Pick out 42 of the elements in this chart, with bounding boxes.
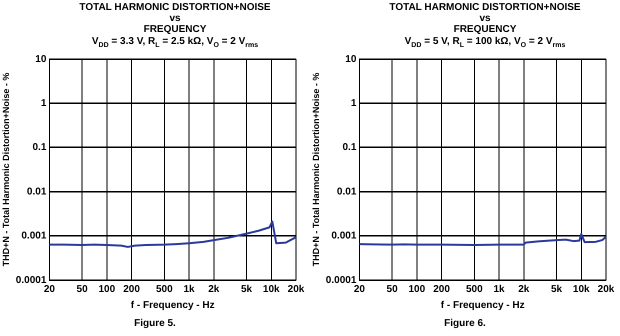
x-tick-label: 50 <box>76 284 88 295</box>
x-tick-label: 10k <box>572 284 590 295</box>
x-tick-label: 10k <box>262 284 280 295</box>
x-axis-title: f - Frequency - Hz <box>130 300 215 311</box>
y-axis-title: THD+N - Total Harmonic Distortion+Noise - % <box>310 72 321 266</box>
x-tick-label: 20k <box>598 284 615 295</box>
y-tick-label: 0.0001 <box>16 274 47 286</box>
y-tick-label: 0.1 <box>342 142 357 154</box>
y-tick-label: 1 <box>350 98 357 109</box>
x-tick-label: 1k <box>183 284 196 295</box>
y-tick-label: 10 <box>35 54 47 65</box>
x-tick-label: 500 <box>156 284 174 295</box>
y-tick-label: 0.01 <box>336 186 357 198</box>
x-tick-label: 50 <box>386 284 398 295</box>
x-tick-label: 2k <box>208 284 220 295</box>
y-tick-label: 0.0001 <box>326 274 357 286</box>
x-tick-label: 200 <box>123 284 140 295</box>
caption: Figure 6. <box>443 318 487 329</box>
x-tick-label: 1k <box>493 284 506 295</box>
chart-title: TOTAL HARMONIC DISTORTION+NOISE vs FREQUENCY <box>388 2 582 35</box>
x-tick-label: 20 <box>354 284 366 295</box>
y-tick-label: 0.001 <box>21 230 47 242</box>
y-axis-title: THD+N - Total Harmonic Distortion+Noise - % <box>0 72 11 266</box>
chart-title: TOTAL HARMONIC DISTORTION+NOISE vs FREQUENCY <box>78 2 272 35</box>
x-tick-label: 5k <box>240 284 253 295</box>
chart-subtitle: V$_{DD}$ = 3.3 V, R$_{L}$ = 2.5 kΩ, V$_{O}$ = 2 V$_{rms}$ <box>90 36 260 51</box>
y-tick-label: 0.001 <box>331 230 357 242</box>
chart-subtitle: V$_{DD}$ = 5 V, R$_{L}$ = 100 kΩ, V$_{O}$ = 2 V$_{rms}$ <box>404 36 566 51</box>
x-tick-label: 100 <box>98 284 116 295</box>
x-tick-label: 200 <box>433 284 450 295</box>
x-tick-label: 20k <box>288 284 305 295</box>
y-tick-label: 1 <box>40 98 47 109</box>
x-tick-label: 5k <box>550 284 563 295</box>
y-tick-label: 0.1 <box>32 142 47 154</box>
caption: Figure 5. <box>133 318 177 329</box>
y-tick-label: 0.01 <box>26 186 47 198</box>
x-tick-label: 500 <box>466 284 484 295</box>
x-tick-label: 100 <box>408 284 426 295</box>
x-tick-label: 2k <box>518 284 530 295</box>
x-axis-title: f - Frequency - Hz <box>440 300 525 311</box>
x-tick-label: 20 <box>44 284 56 295</box>
y-tick-label: 10 <box>345 54 357 65</box>
